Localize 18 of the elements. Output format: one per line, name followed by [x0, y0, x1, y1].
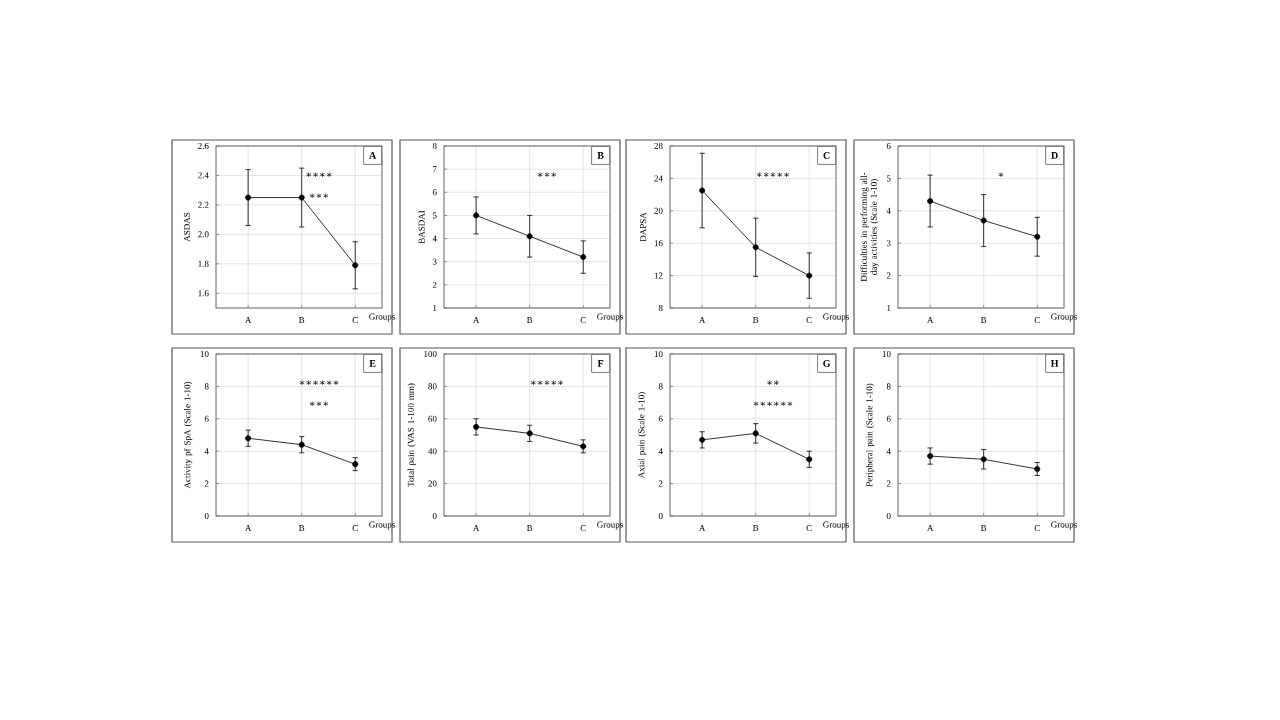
point	[298, 441, 305, 448]
point	[699, 436, 706, 443]
point	[473, 423, 480, 430]
point	[699, 187, 706, 194]
point	[927, 453, 934, 460]
point	[473, 212, 480, 219]
point	[1034, 233, 1041, 240]
point	[980, 217, 987, 224]
point	[580, 254, 587, 261]
point	[806, 456, 813, 463]
point	[752, 430, 759, 437]
point	[927, 198, 934, 205]
point	[526, 233, 533, 240]
point	[752, 244, 759, 251]
point	[806, 272, 813, 279]
point	[980, 456, 987, 463]
point	[526, 430, 533, 437]
point	[245, 435, 252, 442]
